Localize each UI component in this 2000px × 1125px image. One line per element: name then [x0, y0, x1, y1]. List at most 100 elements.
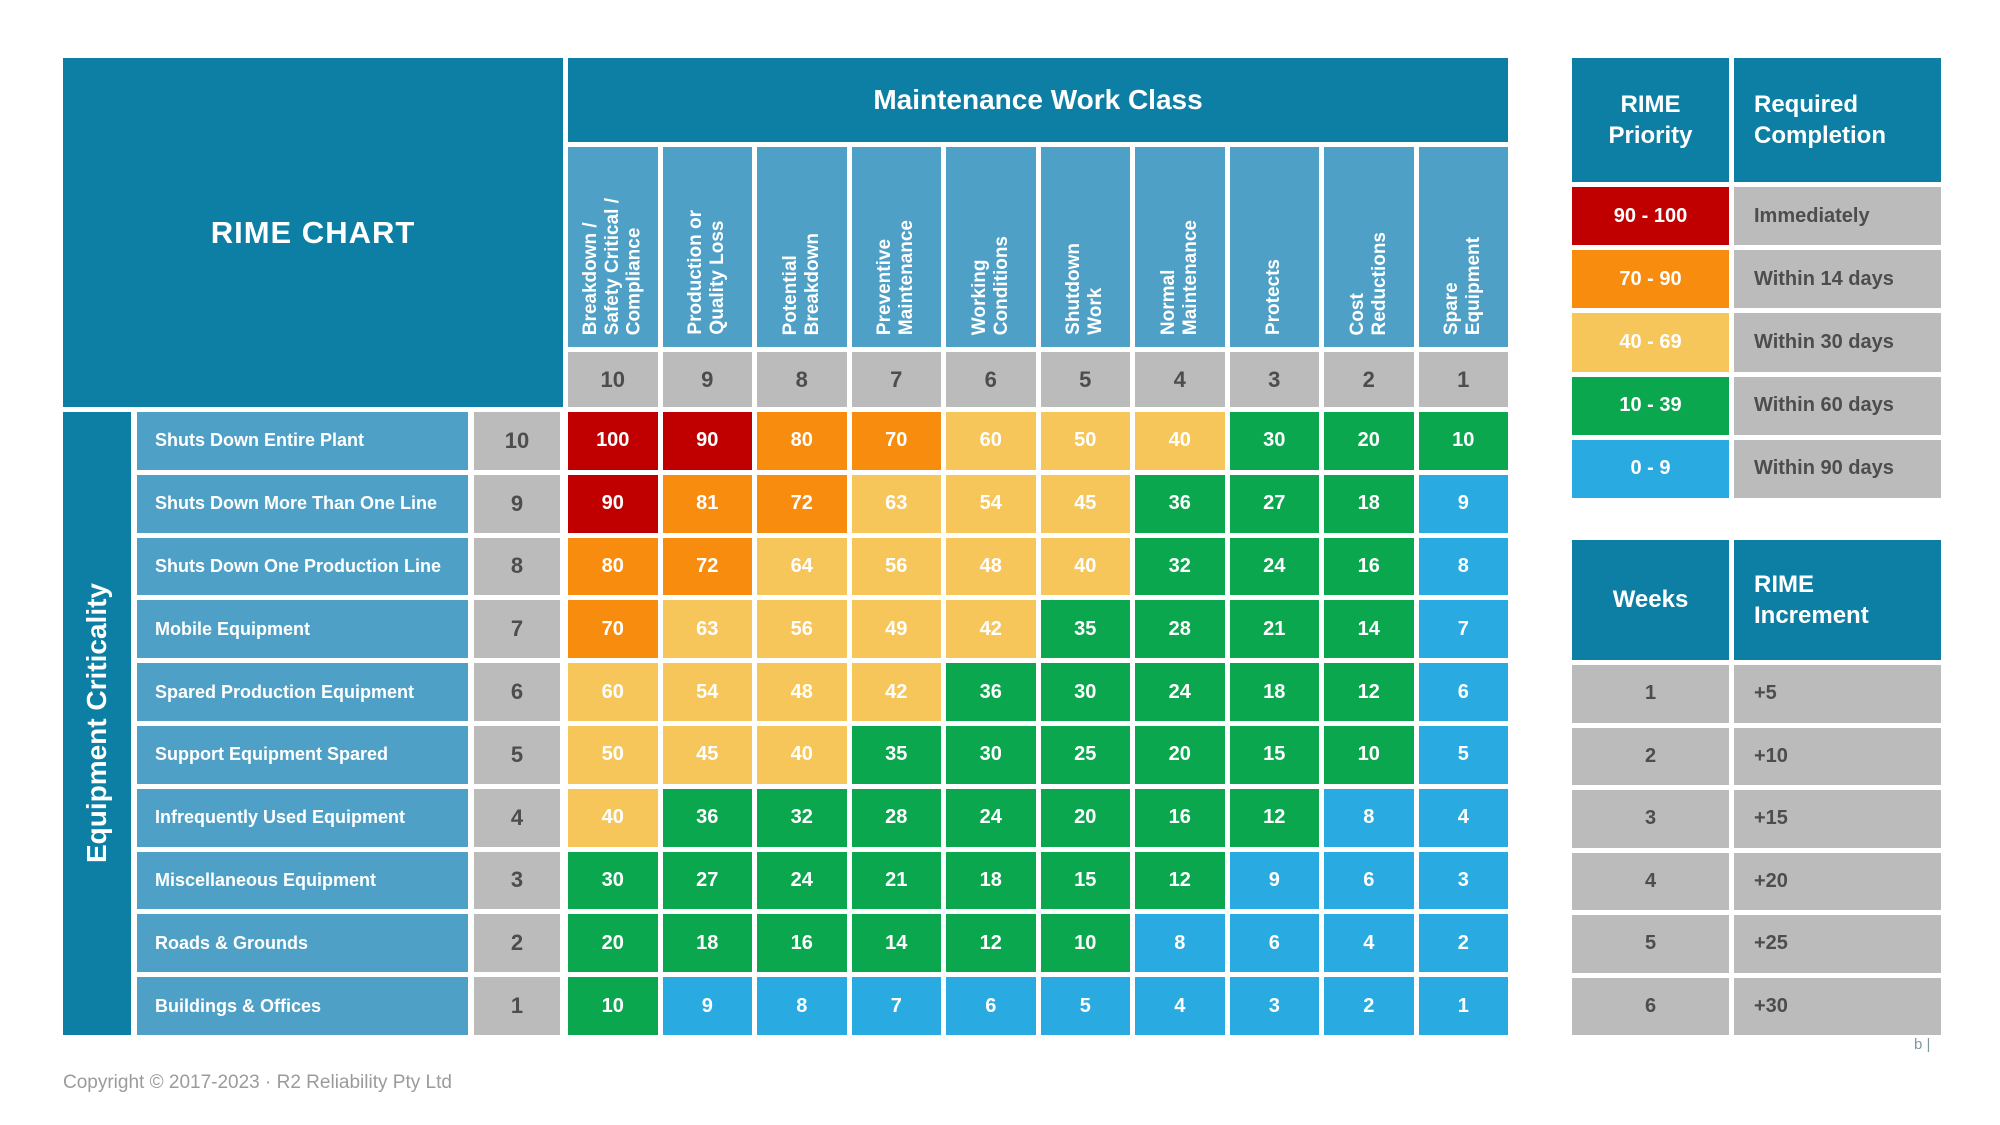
weeks-value-cell: 5 [1572, 915, 1729, 973]
rime-score-cell-text: 10 [1074, 931, 1097, 954]
criticality-weight-cell-text: 10 [504, 427, 530, 453]
rime-score-cell: 5 [1418, 725, 1508, 784]
rime-score-cell-text: 70 [885, 429, 908, 452]
rime-score-cell-text: 25 [1074, 743, 1097, 766]
rime-score-cell: 36 [946, 663, 1036, 721]
maintenance-work-class-title: Maintenance Work Class [873, 84, 1203, 115]
rime-score-cell: 60 [946, 412, 1036, 470]
rime-score-cell: 9 [662, 977, 752, 1035]
rime-score-cell: 27 [1229, 474, 1319, 533]
criticality-label-cell-text: Miscellaneous Equipment [155, 869, 377, 890]
rime-score-cell-text: 32 [790, 806, 813, 829]
criticality-weight-column: 10 9 8 7 6 5 4 3 2 1 [474, 412, 560, 1035]
increment-value-cell-text: +20 [1754, 869, 1788, 892]
rime-score-cell: 8 [1418, 537, 1508, 596]
rime-score-cell: 10 [1418, 412, 1508, 470]
criticality-label-cell: Support Equipment Spared [137, 725, 468, 784]
maintenance-work-class-header: Maintenance Work Class [568, 58, 1508, 142]
rime-score-cell: 70 [851, 412, 941, 470]
work-class-weight-cell-text: 10 [600, 366, 625, 392]
work-class-header-cell: Potential Breakdown [757, 147, 847, 347]
rime-score-cell-text: 81 [696, 492, 719, 515]
rime-score-cell-text: 12 [979, 931, 1002, 954]
rime-score-cell: 18 [662, 914, 752, 973]
rime-score-cell: 90 [568, 474, 658, 533]
rime-score-cell: 5 [1040, 977, 1130, 1035]
rime-score-cell: 30 [1229, 412, 1319, 470]
criticality-label-cell-text: Buildings & Offices [155, 995, 322, 1016]
rime-score-cell: 45 [662, 725, 752, 784]
rime-score-cell-text: 100 [596, 429, 630, 452]
rime-score-cell: 35 [1040, 600, 1130, 659]
work-class-header-cell: Normal Maintenance [1135, 147, 1225, 347]
rime-score-cell: 9 [1418, 474, 1508, 533]
rime-score-cell: 45 [1040, 474, 1130, 533]
criticality-label-cell-text: Shuts Down Entire Plant [155, 430, 365, 451]
priority-range-cell-text: 90 - 100 [1613, 204, 1688, 227]
rime-score-cell: 12 [1324, 663, 1414, 721]
work-class-header-cell-text: Spare Equipment [1441, 236, 1485, 335]
work-class-weight-cell: 9 [662, 352, 752, 407]
priority-completion-cell-text: Within 60 days [1754, 394, 1894, 417]
rime-score-cell-text: 56 [790, 617, 813, 640]
rime-score-matrix: 100 90 80 70 60 50 40 30 20 10 90 81 72 63 54 45 36 27 18 9… [568, 412, 1508, 1035]
rime-score-cell-text: 45 [696, 743, 719, 766]
rime-score-cell: 14 [851, 914, 941, 973]
rime-score-cell: 30 [568, 851, 658, 910]
work-class-weight-cell-text: 7 [890, 366, 903, 392]
rime-score-cell: 72 [757, 474, 847, 533]
rime-score-cell: 25 [1040, 725, 1130, 784]
rime-chart-title-block: RIME CHART [63, 58, 563, 407]
rime-score-cell-text: 6 [1457, 680, 1469, 703]
rime-score-cell: 28 [851, 788, 941, 847]
criticality-weight-cell: 9 [474, 474, 560, 533]
rime-score-cell: 24 [946, 788, 1036, 847]
rime-score-cell: 16 [757, 914, 847, 973]
criticality-weight-cell-text: 5 [510, 741, 524, 767]
rime-score-cell: 80 [757, 412, 847, 470]
rime-score-cell: 48 [946, 537, 1036, 596]
criticality-weight-cell-text: 1 [510, 993, 524, 1019]
rime-score-cell: 81 [662, 474, 752, 533]
weeks-value-cell-text: 3 [1644, 807, 1657, 830]
rime-score-cell-text: 80 [790, 429, 813, 452]
rime-score-cell: 40 [568, 788, 658, 847]
criticality-weight-cell-text: 6 [510, 679, 524, 705]
work-class-header-cell: Breakdown / Safety Critical / Compliance [568, 147, 658, 347]
rime-score-cell-text: 27 [696, 868, 719, 891]
rime-score-cell: 8 [757, 977, 847, 1035]
criticality-label-cell: Roads & Grounds [137, 914, 468, 973]
weeks-value-cell-text: 5 [1644, 932, 1657, 955]
rime-score-cell-text: 8 [1457, 554, 1469, 577]
rime-score-cell-text: 35 [1074, 617, 1097, 640]
rime-score-cell-text: 3 [1457, 868, 1469, 891]
priority-completion-cell: Immediately [1734, 187, 1941, 246]
rime-score-cell: 32 [757, 788, 847, 847]
rime-score-cell-text: 50 [601, 743, 624, 766]
weeks-value-cell: 1 [1572, 665, 1729, 723]
criticality-weight-cell: 8 [474, 537, 560, 596]
rime-score-cell: 2 [1418, 914, 1508, 973]
criticality-label-cell-text: Infrequently Used Equipment [155, 807, 406, 828]
weeks-value-cell-text: 6 [1644, 994, 1657, 1017]
criticality-weight-cell-text: 9 [510, 490, 524, 516]
rime-score-cell-text: 28 [1168, 617, 1191, 640]
rime-score-cell: 50 [568, 725, 658, 784]
rime-score-cell: 18 [1324, 474, 1414, 533]
rime-score-cell-text: 30 [1263, 429, 1286, 452]
corner-page-artifact: b | [1914, 1036, 1931, 1053]
criticality-label-cell: Infrequently Used Equipment [137, 788, 468, 847]
rime-score-cell-text: 42 [885, 680, 908, 703]
rime-score-cell: 2 [1324, 977, 1414, 1035]
work-class-weight-cell: 1 [1418, 352, 1508, 407]
rime-score-cell-text: 4 [1457, 806, 1469, 829]
rime-score-cell-text: 30 [979, 743, 1002, 766]
rime-score-cell-text: 16 [790, 931, 813, 954]
rime-score-cell-text: 20 [1168, 743, 1191, 766]
rime-score-cell-text: 2 [1457, 931, 1469, 954]
rime-score-cell-text: 15 [1074, 868, 1097, 891]
rime-score-cell-text: 90 [601, 492, 624, 515]
rime-score-cell: 40 [1040, 537, 1130, 596]
criticality-label-cell: Shuts Down One Production Line [137, 537, 468, 596]
rime-score-cell-text: 40 [1074, 554, 1097, 577]
